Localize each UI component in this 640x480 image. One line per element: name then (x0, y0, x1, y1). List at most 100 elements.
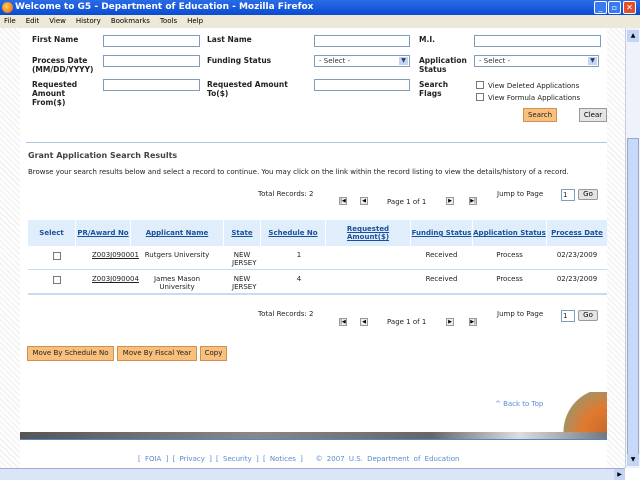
funding-status-select[interactable]: - Select - ▼ (314, 55, 410, 67)
security-link[interactable]: [ Security ] (216, 455, 259, 463)
menu-view[interactable]: View (49, 17, 66, 25)
page-indicator: Page 1 of 1 (387, 198, 427, 206)
col-award[interactable]: PR/Award No (76, 220, 130, 246)
mi-input[interactable] (474, 35, 601, 47)
page-content (20, 28, 607, 468)
application-status-select[interactable]: - Select - ▼ (474, 55, 599, 67)
schedule-no: 4 (296, 275, 302, 283)
col-applicant[interactable]: Applicant Name (131, 220, 223, 246)
go-button-bottom[interactable]: Go (578, 310, 598, 321)
close-button[interactable]: ✕ (623, 1, 636, 14)
application-status-label: Application Status (419, 56, 467, 74)
next-page-icon[interactable]: ▶ (446, 197, 454, 205)
funding-status-value: - Select - (319, 57, 351, 65)
search-flags-label: Search Flags (419, 80, 449, 98)
process-date: 02/23/2009 (556, 251, 598, 259)
menu-tools[interactable]: Tools (159, 17, 178, 25)
search-button[interactable]: Search (523, 108, 557, 122)
scroll-thumb[interactable] (627, 138, 639, 458)
jump-to-page-label: Jump to Page (497, 190, 544, 198)
menu-help[interactable]: Help (187, 17, 204, 25)
mi-label: M.I. (419, 35, 435, 44)
scroll-up-icon[interactable]: ▲ (627, 30, 639, 42)
row-select-checkbox[interactable] (53, 252, 61, 260)
next-page-icon[interactable]: ▶ (446, 318, 454, 326)
prev-page-icon[interactable]: ◀ (360, 318, 368, 326)
col-funding[interactable]: Funding Status (411, 220, 472, 246)
col-schedule[interactable]: Schedule No (261, 220, 325, 246)
col-select: Select (28, 220, 75, 246)
col-date[interactable]: Process Date (547, 220, 607, 246)
col-amount[interactable]: Requested Amount($) (326, 220, 410, 246)
state: NEW JERSEY (232, 275, 257, 291)
total-records-bottom: Total Records: 2 (258, 310, 314, 318)
row-divider (28, 293, 607, 295)
notices-link[interactable]: [ Notices ] (262, 455, 303, 463)
first-page-icon[interactable]: |◀ (339, 197, 347, 205)
jump-page-input[interactable]: 1 (561, 189, 575, 201)
foia-link[interactable]: [ FOIA ] (138, 455, 169, 463)
schedule-no: 1 (296, 251, 302, 259)
view-deleted-label: View Deleted Applications (488, 82, 580, 90)
jump-page-input-bottom[interactable]: 1 (561, 310, 575, 322)
results-instructions: Browse your search results below and sel… (28, 168, 569, 176)
process-date-input[interactable] (103, 55, 200, 67)
applicant-name: James Mason University (153, 275, 201, 291)
window-title: Welcome to G5 - Department of Education … (15, 2, 314, 12)
chevron-down-icon: ▼ (588, 57, 597, 65)
application-status: Process (496, 251, 523, 259)
minimize-button[interactable]: _ (594, 1, 607, 14)
page-background-right (607, 28, 625, 468)
funding-status-label: Funding Status (207, 56, 272, 65)
menu-bar: File Edit View History Bookmarks Tools Help (0, 15, 640, 28)
scroll-down-icon[interactable]: ▼ (627, 454, 639, 466)
prev-page-icon[interactable]: ◀ (360, 197, 368, 205)
col-status[interactable]: Application Status (473, 220, 546, 246)
copy-button[interactable]: Copy (200, 346, 227, 361)
first-name-input[interactable] (103, 35, 200, 47)
state: NEW JERSEY (232, 251, 257, 267)
scroll-right-icon[interactable]: ▶ (614, 469, 625, 480)
last-page-icon[interactable]: ▶| (469, 197, 477, 205)
maximize-button[interactable]: ▫ (608, 1, 621, 14)
page-background-left (0, 28, 20, 468)
requested-from-input[interactable] (103, 79, 200, 91)
view-deleted-checkbox[interactable] (476, 81, 484, 89)
menu-file[interactable]: File (4, 17, 16, 25)
award-link[interactable]: Z003J090001 (92, 251, 139, 259)
jump-to-page-label-bottom: Jump to Page (497, 310, 544, 318)
menu-history[interactable]: History (75, 17, 101, 25)
process-date-label: Process Date (MM/DD/YYYY) (32, 56, 94, 74)
application-status-value: - Select - (479, 57, 511, 65)
requested-to-label: Requested Amount To($) (207, 80, 288, 98)
funding-status: Received (425, 275, 458, 283)
firefox-icon (2, 2, 13, 13)
row-select-checkbox[interactable] (53, 276, 61, 284)
results-title: Grant Application Search Results (28, 151, 178, 160)
application-status: Process (496, 275, 523, 283)
privacy-link[interactable]: [ Privacy ] (172, 455, 212, 463)
copyright: © 2007 U.S. Department of Education (315, 455, 460, 463)
last-name-input[interactable] (314, 35, 410, 47)
chevron-down-icon: ▼ (399, 57, 408, 65)
requested-to-input[interactable] (314, 79, 410, 91)
menu-edit[interactable]: Edit (25, 17, 40, 25)
last-page-icon[interactable]: ▶| (469, 318, 477, 326)
view-formula-checkbox[interactable] (476, 93, 484, 101)
move-by-fiscal-year-button[interactable]: Move By Fiscal Year (117, 346, 197, 361)
first-name-label: First Name (32, 35, 79, 44)
col-state[interactable]: State (224, 220, 260, 246)
go-button[interactable]: Go (578, 189, 598, 200)
clear-button[interactable]: Clear (579, 108, 607, 122)
award-link[interactable]: Z003J090004 (92, 275, 139, 283)
footer-banner (20, 432, 607, 439)
horizontal-scrollbar[interactable]: ▶ (0, 468, 625, 480)
move-by-schedule-button[interactable]: Move By Schedule No (27, 346, 114, 361)
vertical-scrollbar[interactable]: ▲ ▼ (625, 28, 640, 468)
back-to-top-link[interactable]: ^ Back to Top (495, 400, 544, 408)
total-records: Total Records: 2 (258, 190, 314, 198)
first-page-icon[interactable]: |◀ (339, 318, 347, 326)
requested-from-label: Requested Amount From($) (32, 80, 78, 107)
menu-bookmarks[interactable]: Bookmarks (110, 17, 150, 25)
applicant-name: Rutgers University (144, 251, 210, 259)
